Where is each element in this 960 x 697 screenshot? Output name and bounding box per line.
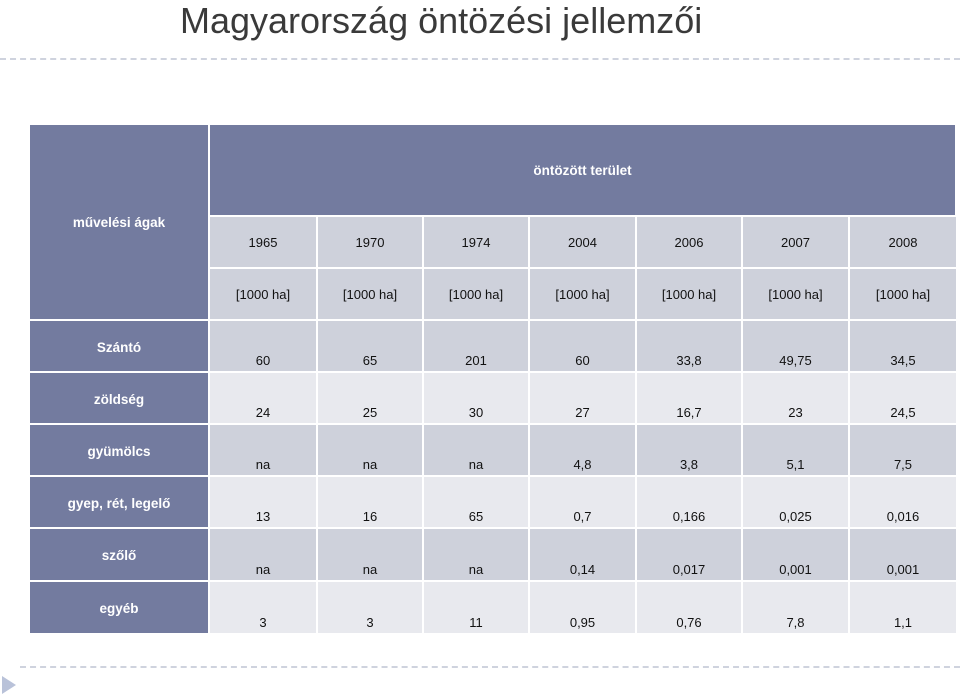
table-cell: 0,95 — [530, 582, 635, 633]
group-header: öntözött terület — [210, 125, 955, 215]
row-label: gyümölcs — [30, 425, 208, 475]
table-cell: 4,8 — [530, 425, 635, 475]
table-cell: 3 — [210, 582, 316, 633]
unit-header: [1000 ha] — [424, 269, 528, 319]
unit-header: [1000 ha] — [850, 269, 956, 319]
table-cell: 16 — [318, 477, 422, 527]
table-cell: 0,166 — [637, 477, 741, 527]
unit-header: [1000 ha] — [530, 269, 635, 319]
table-cell: 7,5 — [850, 425, 956, 475]
corner-header: művelési ágak — [30, 125, 208, 319]
table-cell: na — [318, 529, 422, 580]
table-cell: na — [318, 425, 422, 475]
table-cell: 0,025 — [743, 477, 848, 527]
table-cell: 33,8 — [637, 321, 741, 371]
table-cell: 13 — [210, 477, 316, 527]
table-cell: 25 — [318, 373, 422, 423]
table-cell: 65 — [318, 321, 422, 371]
year-header: 2007 — [743, 217, 848, 267]
table-cell: 49,75 — [743, 321, 848, 371]
corner-triangle-icon — [2, 676, 16, 694]
top-divider — [0, 58, 960, 60]
table-cell: 0,017 — [637, 529, 741, 580]
table-cell: 16,7 — [637, 373, 741, 423]
table-cell: 1,1 — [850, 582, 956, 633]
table-cell: 0,001 — [743, 529, 848, 580]
table-cell: 23 — [743, 373, 848, 423]
table-cell: 60 — [530, 321, 635, 371]
table-cell: 30 — [424, 373, 528, 423]
table-cell: na — [424, 425, 528, 475]
table-cell: 24 — [210, 373, 316, 423]
unit-header: [1000 ha] — [637, 269, 741, 319]
year-header: 2004 — [530, 217, 635, 267]
table-cell: 0,001 — [850, 529, 956, 580]
table-cell: 34,5 — [850, 321, 956, 371]
table-cell: na — [210, 425, 316, 475]
year-header: 1965 — [210, 217, 316, 267]
table-cell: na — [210, 529, 316, 580]
row-label: egyéb — [30, 582, 208, 633]
table-cell: 201 — [424, 321, 528, 371]
row-label: gyep, rét, legelő — [30, 477, 208, 527]
table-cell: 60 — [210, 321, 316, 371]
year-header: 2006 — [637, 217, 741, 267]
table-cell: 5,1 — [743, 425, 848, 475]
unit-header: [1000 ha] — [743, 269, 848, 319]
row-label: szőlő — [30, 529, 208, 580]
table-cell: 24,5 — [850, 373, 956, 423]
slide-title: Magyarország öntözési jellemzői — [180, 0, 703, 41]
table-cell: 0,14 — [530, 529, 635, 580]
table-cell: 11 — [424, 582, 528, 633]
table-cell: 3,8 — [637, 425, 741, 475]
unit-header: [1000 ha] — [318, 269, 422, 319]
table-cell: 0,016 — [850, 477, 956, 527]
table-cell: 7,8 — [743, 582, 848, 633]
year-header: 1974 — [424, 217, 528, 267]
table-cell: 65 — [424, 477, 528, 527]
table-cell: 0,7 — [530, 477, 635, 527]
bottom-divider — [20, 666, 960, 668]
row-label: zöldség — [30, 373, 208, 423]
table-cell: na — [424, 529, 528, 580]
year-header: 2008 — [850, 217, 956, 267]
unit-header: [1000 ha] — [210, 269, 316, 319]
table-cell: 0,76 — [637, 582, 741, 633]
row-label: Szántó — [30, 321, 208, 371]
year-header: 1970 — [318, 217, 422, 267]
table-cell: 27 — [530, 373, 635, 423]
table-cell: 3 — [318, 582, 422, 633]
